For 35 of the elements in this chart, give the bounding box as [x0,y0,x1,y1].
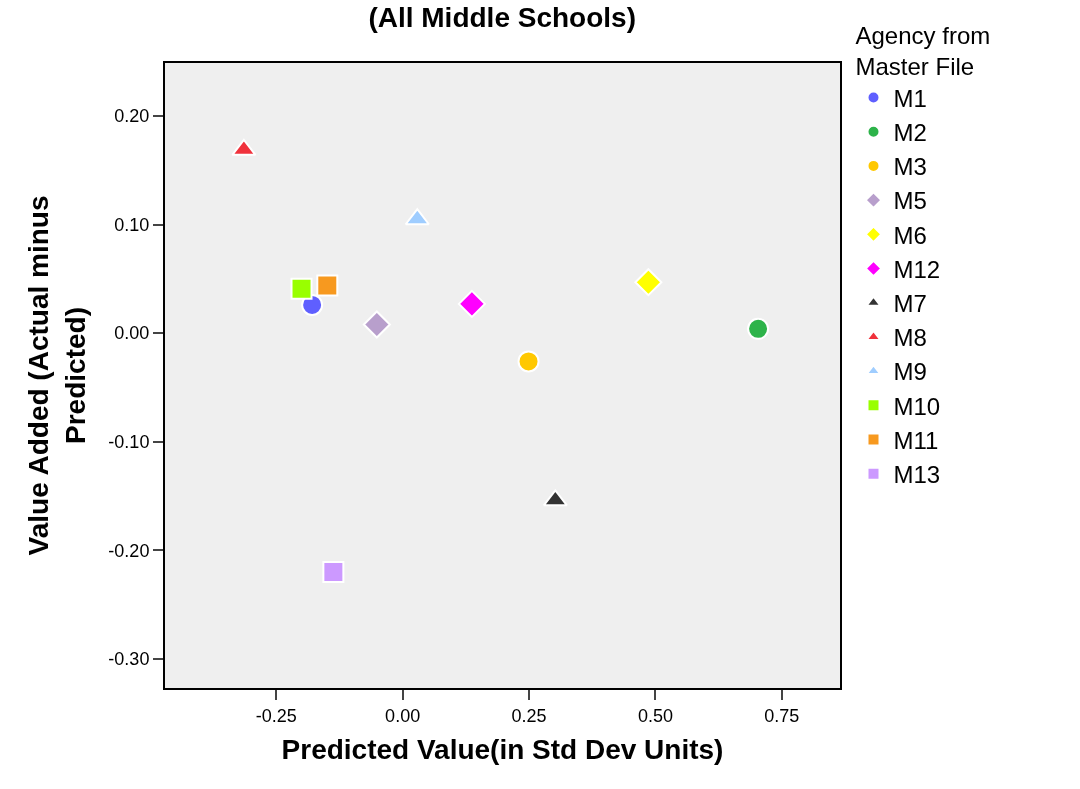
legend-label: M12 [893,255,941,283]
y-tick-label: 0.20 [114,106,150,127]
x-axis-title: Predicted Value(in Std Dev Units) [281,734,724,766]
legend-label: M5 [893,187,927,215]
point [634,268,663,297]
x-tick-label: 0.25 [511,705,547,726]
x-tick-label: 0.75 [764,705,800,726]
point [457,289,486,318]
point [316,274,339,297]
point [517,350,540,373]
legend-label: M7 [893,290,927,318]
x-tick-label: -0.25 [255,705,297,726]
point [322,560,345,583]
point [290,277,313,300]
legend-label: M10 [893,392,941,420]
y-tick-label: 0.10 [114,214,150,235]
y-axis-title: Value Added (Actual minus Predicted) [23,195,91,556]
point [747,317,770,340]
x-tick-label: 0.50 [637,705,673,726]
legend-label: M13 [893,461,941,489]
legend-label: M2 [893,119,927,147]
legend-title: Agency from Master File [855,22,991,81]
y-tick-label: -0.10 [108,431,150,452]
legend-label: M3 [893,153,927,181]
x-tick-label: 0.00 [385,705,421,726]
legend-label: M11 [893,426,939,454]
legend-label: M1 [893,84,927,112]
point [362,310,391,339]
y-tick-label: -0.20 [108,540,150,561]
legend-label: M6 [893,221,927,249]
chart-title: (All Middle Schools) [368,2,636,34]
legend-label: M9 [893,358,927,386]
legend-label: M8 [893,324,927,352]
y-tick-label: -0.30 [108,649,150,669]
y-tick-label: 0.00 [114,323,150,344]
